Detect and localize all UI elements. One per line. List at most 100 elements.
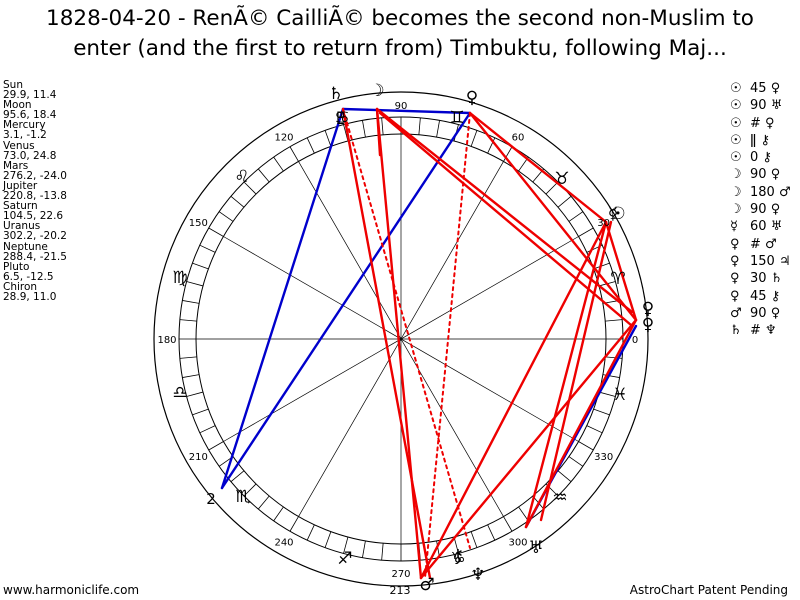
planet-coords: 95.6, 18.4 [3, 109, 57, 122]
uranus-icon: ♅ [528, 538, 543, 558]
aspect-row: ♄ # ♆ [730, 322, 791, 339]
mars-icon: ♂ [419, 575, 434, 595]
aspect-type: 0 [750, 150, 759, 166]
red-line [468, 111, 638, 322]
planet-coords: 288.4, -21.5 [3, 250, 67, 263]
sagittarius-icon: ♐ [337, 549, 352, 569]
degree-label: 300 [508, 538, 527, 549]
planet-coords: 6.5, -12.5 [3, 270, 54, 283]
mars-degree-label: 213 [390, 584, 411, 597]
outer-circle [153, 91, 649, 587]
dashed-line [342, 108, 471, 549]
aspect-row: ♀ 30 ♄ [730, 270, 791, 287]
aspect-type: # [750, 323, 761, 339]
glyph-layer: 9060300330300270240210180150120♈♉♊♋♌♍♎♏♐… [157, 81, 654, 597]
aspect-list: ☉ 45 ♀ ☉ 90 ♅ ☉ # ♀ ☉ ǁ ⚷ ☉ 0 ⚷ ☽ 90 ♀ ☽ 180 ♂ ☽ 90 ♀ ☿ 6… [730, 80, 791, 339]
degree-tick [257, 495, 270, 510]
degree-label: 150 [189, 218, 208, 229]
title-line-2: enter (and the first to return from) Tim… [73, 36, 727, 61]
libra-icon: ♎ [172, 383, 187, 403]
aspect-row: ♀ 150 ♃ [730, 253, 791, 270]
degree-tick [518, 506, 529, 522]
planet-name: Saturn [3, 200, 38, 213]
aspect-planet-2-icon: ⚷ [762, 150, 772, 166]
aspect-type: 30 [750, 271, 767, 287]
planet-name: Chiron [3, 280, 38, 293]
aspect-planet-1-icon: ☉ [730, 115, 742, 131]
planet-entry: Neptune 288.4, -21.5 [3, 240, 67, 263]
planet-coords: 276.2, -24.0 [3, 169, 67, 182]
planet-coords: 73.0, 24.8 [3, 149, 57, 162]
degree-tick [568, 456, 584, 467]
aspect-lines [220, 107, 638, 580]
aspect-row: ☿ 60 ♅ [730, 218, 791, 235]
aspect-planet-2-icon: ⚷ [770, 288, 781, 304]
aspect-row: ☽ 90 ♀ [730, 166, 791, 183]
neptune-icon: ♆ [470, 565, 485, 585]
degree-tick [503, 146, 513, 162]
aspect-type: # [750, 115, 761, 131]
planet-coords: 3.1, -1.2 [3, 129, 47, 142]
aspect-planet-1-icon: ☉ [730, 150, 742, 166]
venus-icon: ♀ [642, 315, 654, 335]
aspect-planet-2-icon: ♀ [770, 81, 781, 96]
red-line [524, 318, 638, 529]
planet-name: Uranus [3, 220, 41, 233]
capricorn-icon: ♑ [450, 549, 465, 569]
planet-name: Neptune [3, 240, 48, 253]
asc-blue-line [220, 107, 345, 490]
red-line [375, 107, 423, 580]
planet-name: Venus [3, 139, 35, 152]
degree-tick [289, 146, 299, 162]
aspect-type: 90 [750, 167, 767, 183]
degree-tick [257, 168, 270, 183]
aspect-planet-1-icon: ♄ [730, 323, 742, 339]
degree-label: 60 [512, 132, 525, 143]
degree-tick [243, 483, 257, 497]
blue-line [220, 111, 472, 490]
venus-icon: ♀ [466, 88, 478, 108]
degree-tick [578, 441, 594, 451]
planet-name: Jupiter [3, 179, 38, 192]
degree-tick [586, 425, 603, 434]
degree-tick [273, 156, 284, 172]
planet-entry: Moon 95.6, 18.4 [3, 100, 67, 122]
sun-icon: ☉ [610, 204, 625, 224]
planet-position-list: Sun 29.9, 11.4 Moon 95.6, 18.4 Mercury 3.1,… [3, 80, 67, 303]
footer-website: www.harmoniclife.com [3, 583, 140, 597]
planet-coords: 220.8, -13.8 [3, 190, 67, 203]
degree-tick [343, 536, 349, 554]
aspect-type: 45 [750, 288, 767, 304]
degree-tick [192, 262, 209, 270]
house-spoke [223, 236, 579, 442]
degree-tick [179, 356, 197, 359]
degree-tick [218, 211, 234, 222]
degree-tick [418, 117, 421, 135]
red-line [419, 318, 638, 580]
aspect-type: 60 [750, 219, 767, 235]
degree-tick [578, 227, 594, 237]
aspect-row: ☽ 90 ♀ [730, 201, 791, 218]
aspect-planet-2-icon: ♀ [770, 167, 781, 183]
aspect-planet-1-icon: ☽ [730, 184, 742, 200]
dashed-line [424, 112, 471, 579]
aspect-row: ♀ 45 ⚷ [730, 288, 791, 305]
degree-tick [199, 244, 216, 253]
aspect-planet-2-icon: ♀ [770, 305, 781, 321]
degree-tick [362, 540, 366, 558]
virgo-icon: ♍ [172, 268, 187, 288]
degree-tick [199, 425, 216, 434]
aspect-planet-2-icon: ♅ [770, 219, 783, 235]
aspect-type: # [750, 236, 761, 252]
leo-icon: ♌ [234, 167, 249, 187]
red-line [375, 107, 634, 314]
degree-tick [436, 120, 440, 138]
degree-tick [243, 181, 257, 195]
planet-entry: Pluto 6.5, -12.5 [3, 261, 67, 283]
degree-label: 270 [391, 569, 410, 580]
pisces-icon: ♓ [612, 385, 627, 405]
aspect-planet-1-icon: ☉ [730, 81, 742, 96]
degree-tick [557, 195, 572, 208]
aspect-planet-2-icon: ♀ [765, 115, 775, 131]
